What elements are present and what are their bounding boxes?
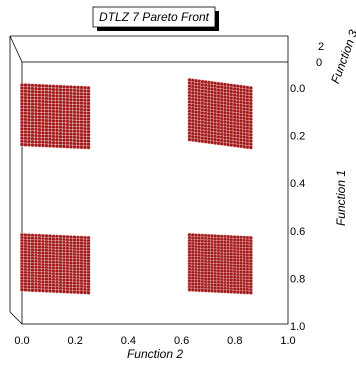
data-point	[44, 143, 49, 148]
data-point	[54, 144, 60, 149]
x-tick-label: 0.0	[14, 335, 29, 347]
data-point	[19, 142, 25, 147]
z-tick-label: 2	[318, 41, 324, 53]
y-tick-label: 0.0	[290, 83, 305, 95]
data-point	[26, 287, 32, 293]
data-point	[37, 143, 42, 148]
data-point	[30, 288, 35, 293]
z-tick-label: 0	[316, 57, 322, 69]
data-points	[19, 77, 253, 295]
data-point	[65, 289, 70, 294]
data-point	[40, 288, 46, 293]
data-point	[37, 288, 42, 293]
data-point	[19, 287, 25, 292]
data-point	[33, 288, 39, 293]
x-tick-labels: 0.0 0.2 0.4 0.6 0.8 1.0	[14, 335, 295, 347]
data-point	[58, 144, 63, 149]
data-point	[44, 288, 49, 293]
data-point	[26, 142, 32, 147]
data-point	[75, 144, 81, 150]
data-point	[51, 143, 56, 148]
y-axis-label: Function 1	[334, 170, 348, 226]
data-point	[61, 289, 67, 294]
data-point	[51, 289, 56, 294]
data-point	[82, 290, 88, 295]
data-point	[86, 290, 91, 295]
data-point	[86, 145, 91, 150]
z-axis-label: Function 3	[328, 28, 356, 86]
data-point	[40, 143, 46, 148]
y-tick-label: 1.0	[290, 321, 305, 333]
chart-title: DTLZ 7 Pareto Front	[99, 10, 210, 24]
y-tick-labels: 0.0 0.2 0.4 0.6 0.8 1.0	[290, 83, 305, 333]
data-point	[68, 144, 74, 149]
data-point	[30, 142, 35, 148]
y-tick-label: 0.4	[290, 178, 305, 190]
data-point	[248, 145, 253, 150]
x-axis-label: Function 2	[127, 347, 183, 361]
y-tick-label: 0.8	[290, 273, 305, 285]
data-point	[82, 145, 88, 150]
z-tick-labels: 20	[316, 41, 324, 69]
x-tick-label: 0.4	[121, 335, 136, 347]
title-box: DTLZ 7 Pareto Front	[92, 6, 219, 31]
data-point	[72, 289, 77, 295]
x-tick-label: 0.2	[68, 335, 83, 347]
data-point	[75, 290, 81, 295]
y-tick-label: 0.6	[290, 226, 305, 238]
data-point	[47, 143, 53, 148]
data-point	[65, 144, 70, 149]
data-point	[248, 290, 253, 295]
data-point	[72, 144, 77, 149]
x-tick-label: 0.6	[174, 335, 189, 347]
data-point	[58, 289, 63, 294]
data-point	[61, 144, 67, 149]
data-point	[68, 289, 74, 294]
data-point	[23, 142, 28, 147]
data-point	[33, 143, 39, 148]
x-tick-label: 1.0	[280, 335, 295, 347]
data-point	[79, 145, 84, 150]
axes-frame	[9, 35, 289, 325]
data-point	[54, 289, 60, 294]
data-point	[23, 287, 28, 292]
data-point	[47, 288, 53, 293]
x-tick-label: 0.8	[227, 335, 242, 347]
data-point	[79, 290, 84, 295]
y-tick-label: 0.2	[290, 131, 305, 143]
